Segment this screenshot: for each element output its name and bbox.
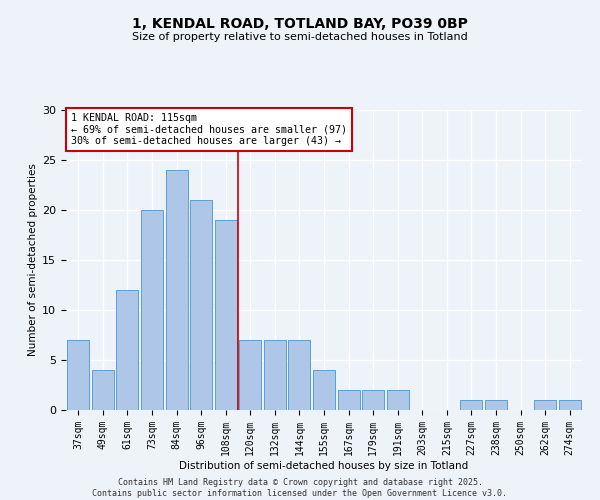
Bar: [534, 400, 556, 410]
Bar: [190, 200, 212, 410]
Text: 1, KENDAL ROAD, TOTLAND BAY, PO39 0BP: 1, KENDAL ROAD, TOTLAND BAY, PO39 0BP: [132, 18, 468, 32]
Y-axis label: Number of semi-detached properties: Number of semi-detached properties: [28, 164, 38, 356]
X-axis label: Distribution of semi-detached houses by size in Totland: Distribution of semi-detached houses by …: [179, 460, 469, 470]
Bar: [92, 370, 114, 410]
Bar: [67, 340, 89, 410]
Bar: [289, 340, 310, 410]
Bar: [166, 170, 188, 410]
Bar: [559, 400, 581, 410]
Bar: [362, 390, 384, 410]
Bar: [239, 340, 262, 410]
Text: 1 KENDAL ROAD: 115sqm
← 69% of semi-detached houses are smaller (97)
30% of semi: 1 KENDAL ROAD: 115sqm ← 69% of semi-deta…: [71, 113, 347, 146]
Bar: [215, 220, 237, 410]
Bar: [116, 290, 139, 410]
Bar: [264, 340, 286, 410]
Bar: [313, 370, 335, 410]
Text: Contains HM Land Registry data © Crown copyright and database right 2025.
Contai: Contains HM Land Registry data © Crown c…: [92, 478, 508, 498]
Bar: [485, 400, 507, 410]
Bar: [141, 210, 163, 410]
Bar: [386, 390, 409, 410]
Bar: [338, 390, 359, 410]
Text: Size of property relative to semi-detached houses in Totland: Size of property relative to semi-detach…: [132, 32, 468, 42]
Bar: [460, 400, 482, 410]
